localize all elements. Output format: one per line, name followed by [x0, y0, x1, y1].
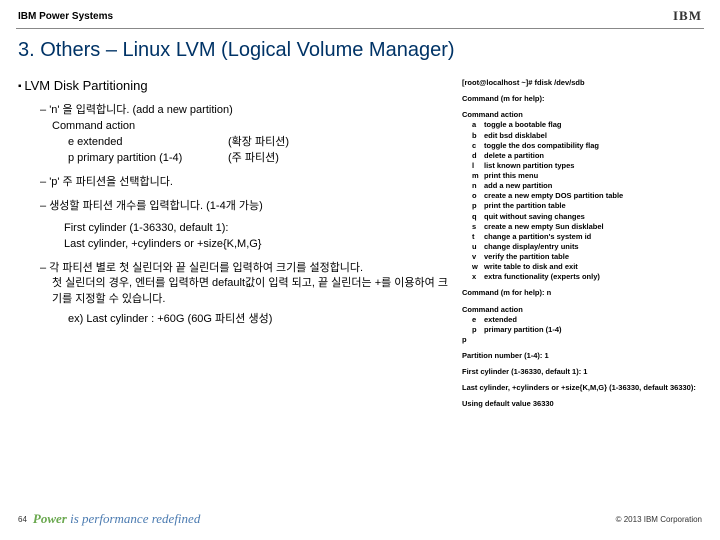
cmd-row: qquit without saving changes	[472, 212, 702, 222]
cmd-key: w	[472, 262, 484, 272]
cmd-row: bedit bsd disklabel	[472, 131, 702, 141]
b1-ext: e extended	[68, 135, 228, 151]
cmd-desc: toggle a bootable flag	[484, 120, 562, 130]
cmd-key: l	[472, 161, 484, 171]
cmd-row: ddelete a partition	[472, 151, 702, 161]
content-area: LVM Disk Partitioning – 'n' 을 입력합니다. (ad…	[0, 78, 720, 410]
b1-pri: p primary partition (1-4)	[68, 151, 228, 167]
right-column: [root@localhost ~]# fdisk /dev/sdb Comma…	[462, 78, 702, 410]
cmd-key: b	[472, 131, 484, 141]
cmd-key: x	[472, 272, 484, 282]
cmd-desc: change display/entry units	[484, 242, 579, 252]
b1-sub2: e extended (확장 파티션)	[68, 135, 448, 151]
cmd-desc: change a partition's system id	[484, 232, 591, 242]
copyright: © 2013 IBM Corporation	[616, 515, 702, 524]
cmd-desc: edit bsd disklabel	[484, 131, 547, 141]
cmd-key: n	[472, 181, 484, 191]
cmd-row: llist known partition types	[472, 161, 702, 171]
b1-sub1: Command action	[52, 119, 448, 135]
cmd-key: p	[472, 201, 484, 211]
b4-text: 각 파티션 별로 첫 실린더와 끝 실린더를 입력하여 크기를 설정합니다.	[49, 262, 363, 274]
cmd-desc: create a new empty Sun disklabel	[484, 222, 604, 232]
b2-text: 'p' 주 파티션을 선택합니다.	[49, 176, 173, 188]
tag-power: Power	[33, 511, 67, 526]
cmd-row: pprint the partition table	[472, 201, 702, 211]
cmd-desc: delete a partition	[484, 151, 544, 161]
b3-text: 생성할 파티션 개수를 입력합니다. (1-4개 가능)	[49, 200, 263, 212]
term-line-10: Using default value 36330	[462, 399, 702, 409]
tagline: Power is performance redefined	[33, 511, 200, 527]
cmd-row: ocreate a new empty DOS partition table	[472, 191, 702, 201]
cmd-list: atoggle a bootable flagbedit bsd disklab…	[472, 120, 702, 282]
b1-ext-kr: (확장 파티션)	[228, 135, 289, 151]
cmd-row: vverify the partition table	[472, 252, 702, 262]
cmd-desc: verify the partition table	[484, 252, 569, 262]
cmd-row: wwrite table to disk and exit	[472, 262, 702, 272]
cmd-key: c	[472, 141, 484, 151]
product-name: IBM Power Systems	[18, 11, 113, 22]
b1-text: 'n' 을 입력합니다. (add a new partition)	[49, 104, 233, 116]
cmd-key: s	[472, 222, 484, 232]
cmd-key: d	[472, 151, 484, 161]
cmd-desc: create a new empty DOS partition table	[484, 191, 623, 201]
cmd-key: u	[472, 242, 484, 252]
cmd-row: xextra functionality (experts only)	[472, 272, 702, 282]
cmd-row: screate a new empty Sun disklabel	[472, 222, 702, 232]
cmd-desc: print this menu	[484, 171, 538, 181]
b1-sub3: p primary partition (1-4) (주 파티션)	[68, 151, 448, 167]
bullet-1: – 'n' 을 입력합니다. (add a new partition) Com…	[40, 103, 448, 167]
cmd-row: atoggle a bootable flag	[472, 120, 702, 130]
term-line-3: Command action	[462, 110, 702, 120]
term-line-7: Partition number (1-4): 1	[462, 351, 702, 361]
cmd-row: mprint this menu	[472, 171, 702, 181]
section-heading: LVM Disk Partitioning	[18, 78, 448, 93]
cmd-desc: extra functionality (experts only)	[484, 272, 600, 282]
tag-rest: is performance redefined	[67, 511, 200, 526]
cmd-key: o	[472, 191, 484, 201]
ibm-logo: IBM	[673, 8, 702, 24]
cmd-key: q	[472, 212, 484, 222]
cmd-key: v	[472, 252, 484, 262]
term-line-5: Command action	[462, 305, 702, 315]
cmd-row: tchange a partition's system id	[472, 232, 702, 242]
cmd-desc: print the partition table	[484, 201, 566, 211]
cmd-row: ctoggle the dos compatibility flag	[472, 141, 702, 151]
bullet-3: – 생성할 파티션 개수를 입력합니다. (1-4개 가능) First cyl…	[40, 199, 448, 253]
footer-left: 64 Power is performance redefined	[18, 511, 200, 527]
cmd-key: m	[472, 171, 484, 181]
slide-footer: 64 Power is performance redefined © 2013…	[0, 498, 720, 540]
term-line-6: p	[462, 335, 702, 345]
term-line-9: Last cylinder, +cylinders or +size{K,M,G…	[462, 383, 702, 393]
ibm-logo-text: IBM	[673, 8, 702, 24]
term-line-8: First cylinder (1-36330, default 1): 1	[462, 367, 702, 377]
cmd-row: nadd a new partition	[472, 181, 702, 191]
bullet-4: – 각 파티션 별로 첫 실린더와 끝 실린더를 입력하여 크기를 설정합니다.…	[40, 261, 448, 329]
cmd-desc: toggle the dos compatibility flag	[484, 141, 599, 151]
cmd-action-2: eextended pprimary partition (1-4)	[472, 315, 702, 335]
cmd-desc: write table to disk and exit	[484, 262, 578, 272]
t-e: extended	[484, 315, 517, 325]
slide-header: IBM Power Systems IBM	[0, 0, 720, 28]
cmd-desc: list known partition types	[484, 161, 574, 171]
term-line-2: Command (m for help):	[462, 94, 702, 104]
b3-sub1: First cylinder (1-36330, default 1):	[64, 221, 448, 237]
cmd-desc: add a new partition	[484, 181, 552, 191]
b3-sub2: Last cylinder, +cylinders or +size{K,M,G…	[64, 237, 448, 253]
cmd-row: uchange display/entry units	[472, 242, 702, 252]
cmd-key: a	[472, 120, 484, 130]
bullet-2: – 'p' 주 파티션을 선택합니다.	[40, 175, 448, 191]
left-column: LVM Disk Partitioning – 'n' 을 입력합니다. (ad…	[18, 78, 448, 410]
b4-sub2: ex) Last cylinder : +60G (60G 파티션 생성)	[68, 312, 448, 328]
page-number: 64	[18, 515, 27, 524]
term-line-4: Command (m for help): n	[462, 288, 702, 298]
t-p: primary partition (1-4)	[484, 325, 562, 335]
b4-sub1: 첫 실린더의 경우, 엔터를 입력하면 default값이 입력 되고, 끝 실…	[52, 276, 448, 308]
cmd-desc: quit without saving changes	[484, 212, 585, 222]
k-e: e	[472, 315, 484, 325]
slide-title: 3. Others – Linux LVM (Logical Volume Ma…	[0, 29, 720, 78]
k-p: p	[472, 325, 484, 335]
b1-pri-kr: (주 파티션)	[228, 151, 279, 167]
term-line-1: [root@localhost ~]# fdisk /dev/sdb	[462, 78, 702, 88]
cmd-key: t	[472, 232, 484, 242]
